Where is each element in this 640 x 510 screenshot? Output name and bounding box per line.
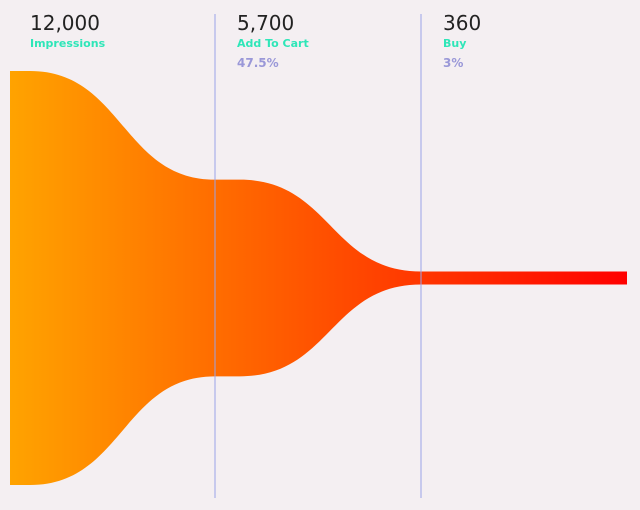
stage-value-buy: 360 xyxy=(443,11,481,35)
stage-value-impressions: 12,000 xyxy=(30,11,100,35)
stage-percent-add-to-cart: 47.5% xyxy=(237,56,279,70)
stage-label-buy: Buy xyxy=(443,37,466,50)
stage-value-add-to-cart: 5,700 xyxy=(237,11,294,35)
stage-label-impressions: Impressions xyxy=(30,37,106,50)
stage-label-add-to-cart: Add To Cart xyxy=(237,37,309,50)
funnel-area xyxy=(10,71,627,485)
stage-percent-buy: 3% xyxy=(443,56,463,70)
